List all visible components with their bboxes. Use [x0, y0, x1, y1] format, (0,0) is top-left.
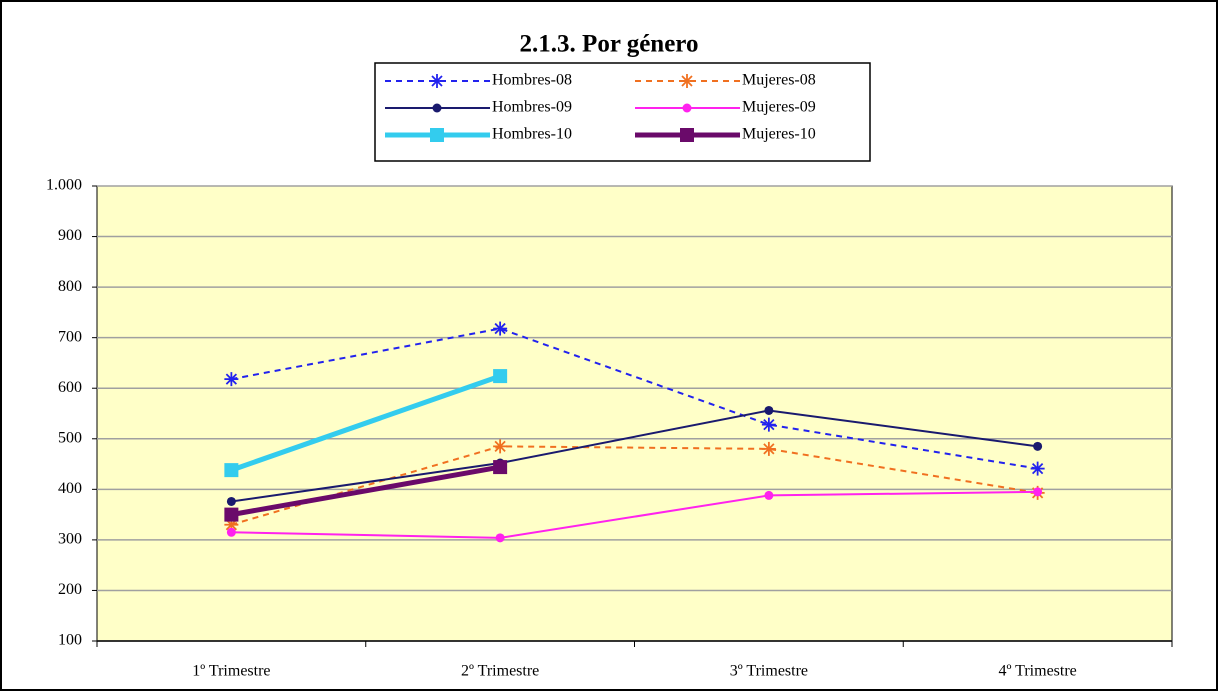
legend-marker	[432, 103, 442, 113]
legend-label: Mujeres-10	[742, 126, 816, 143]
series-line	[231, 409, 1038, 503]
legend-marker	[430, 74, 444, 88]
legend-label: Hombres-09	[492, 99, 572, 116]
series-line	[230, 373, 501, 473]
x-tick-label: 1º Trimestre	[192, 663, 270, 680]
legend-label: Hombres-10	[492, 126, 572, 143]
star-stroke	[1031, 462, 1044, 475]
star-stroke	[681, 75, 693, 87]
point	[493, 460, 508, 475]
point	[764, 405, 774, 415]
legend-label: Mujeres-08	[742, 72, 816, 89]
y-tick-label: 400	[58, 480, 82, 497]
point	[224, 463, 239, 478]
series-line	[231, 327, 1038, 470]
y-tick-label: 900	[58, 227, 82, 244]
point	[761, 417, 776, 432]
legend-marker	[430, 128, 444, 142]
y-tick-label: 1.000	[46, 177, 82, 194]
point	[493, 369, 508, 384]
chart-title: 2.1.3. Por género	[520, 31, 699, 58]
legend-label: Mujeres-09	[742, 99, 816, 116]
y-tick-label: 300	[58, 531, 82, 548]
y-tick-label: 200	[58, 581, 82, 598]
point	[761, 441, 776, 456]
point	[764, 490, 774, 500]
point	[1030, 461, 1045, 476]
y-tick-label: 100	[58, 632, 82, 649]
point	[1033, 441, 1043, 451]
star-stroke	[763, 418, 775, 431]
point	[493, 321, 508, 336]
y-tick-label: 600	[58, 379, 82, 396]
star-stroke	[494, 440, 506, 452]
y-tick-label: 500	[58, 429, 82, 446]
legend	[374, 62, 871, 162]
y-tick-label: 700	[58, 328, 82, 345]
x-tick-label: 4º Trimestre	[998, 663, 1076, 680]
series-line	[231, 445, 1038, 526]
plot-area	[96, 185, 1173, 642]
point	[493, 439, 508, 454]
series-line	[231, 490, 1038, 539]
x-tick-label: 3º Trimestre	[730, 663, 808, 680]
point	[1033, 487, 1043, 497]
y-tick-label: 800	[58, 278, 82, 295]
star-stroke	[763, 443, 775, 455]
legend-label: Hombres-08	[492, 72, 572, 89]
legend-marker	[682, 103, 692, 113]
star-stroke	[431, 75, 443, 87]
star-stroke	[494, 322, 506, 335]
point	[224, 372, 239, 387]
point	[226, 496, 236, 506]
point	[495, 533, 505, 543]
point	[226, 527, 236, 537]
x-tick-label: 2º Trimestre	[461, 663, 539, 680]
legend-marker	[680, 128, 694, 142]
point	[224, 507, 239, 522]
legend-marker	[680, 74, 694, 88]
series-line	[230, 464, 501, 518]
star-stroke	[225, 373, 238, 385]
